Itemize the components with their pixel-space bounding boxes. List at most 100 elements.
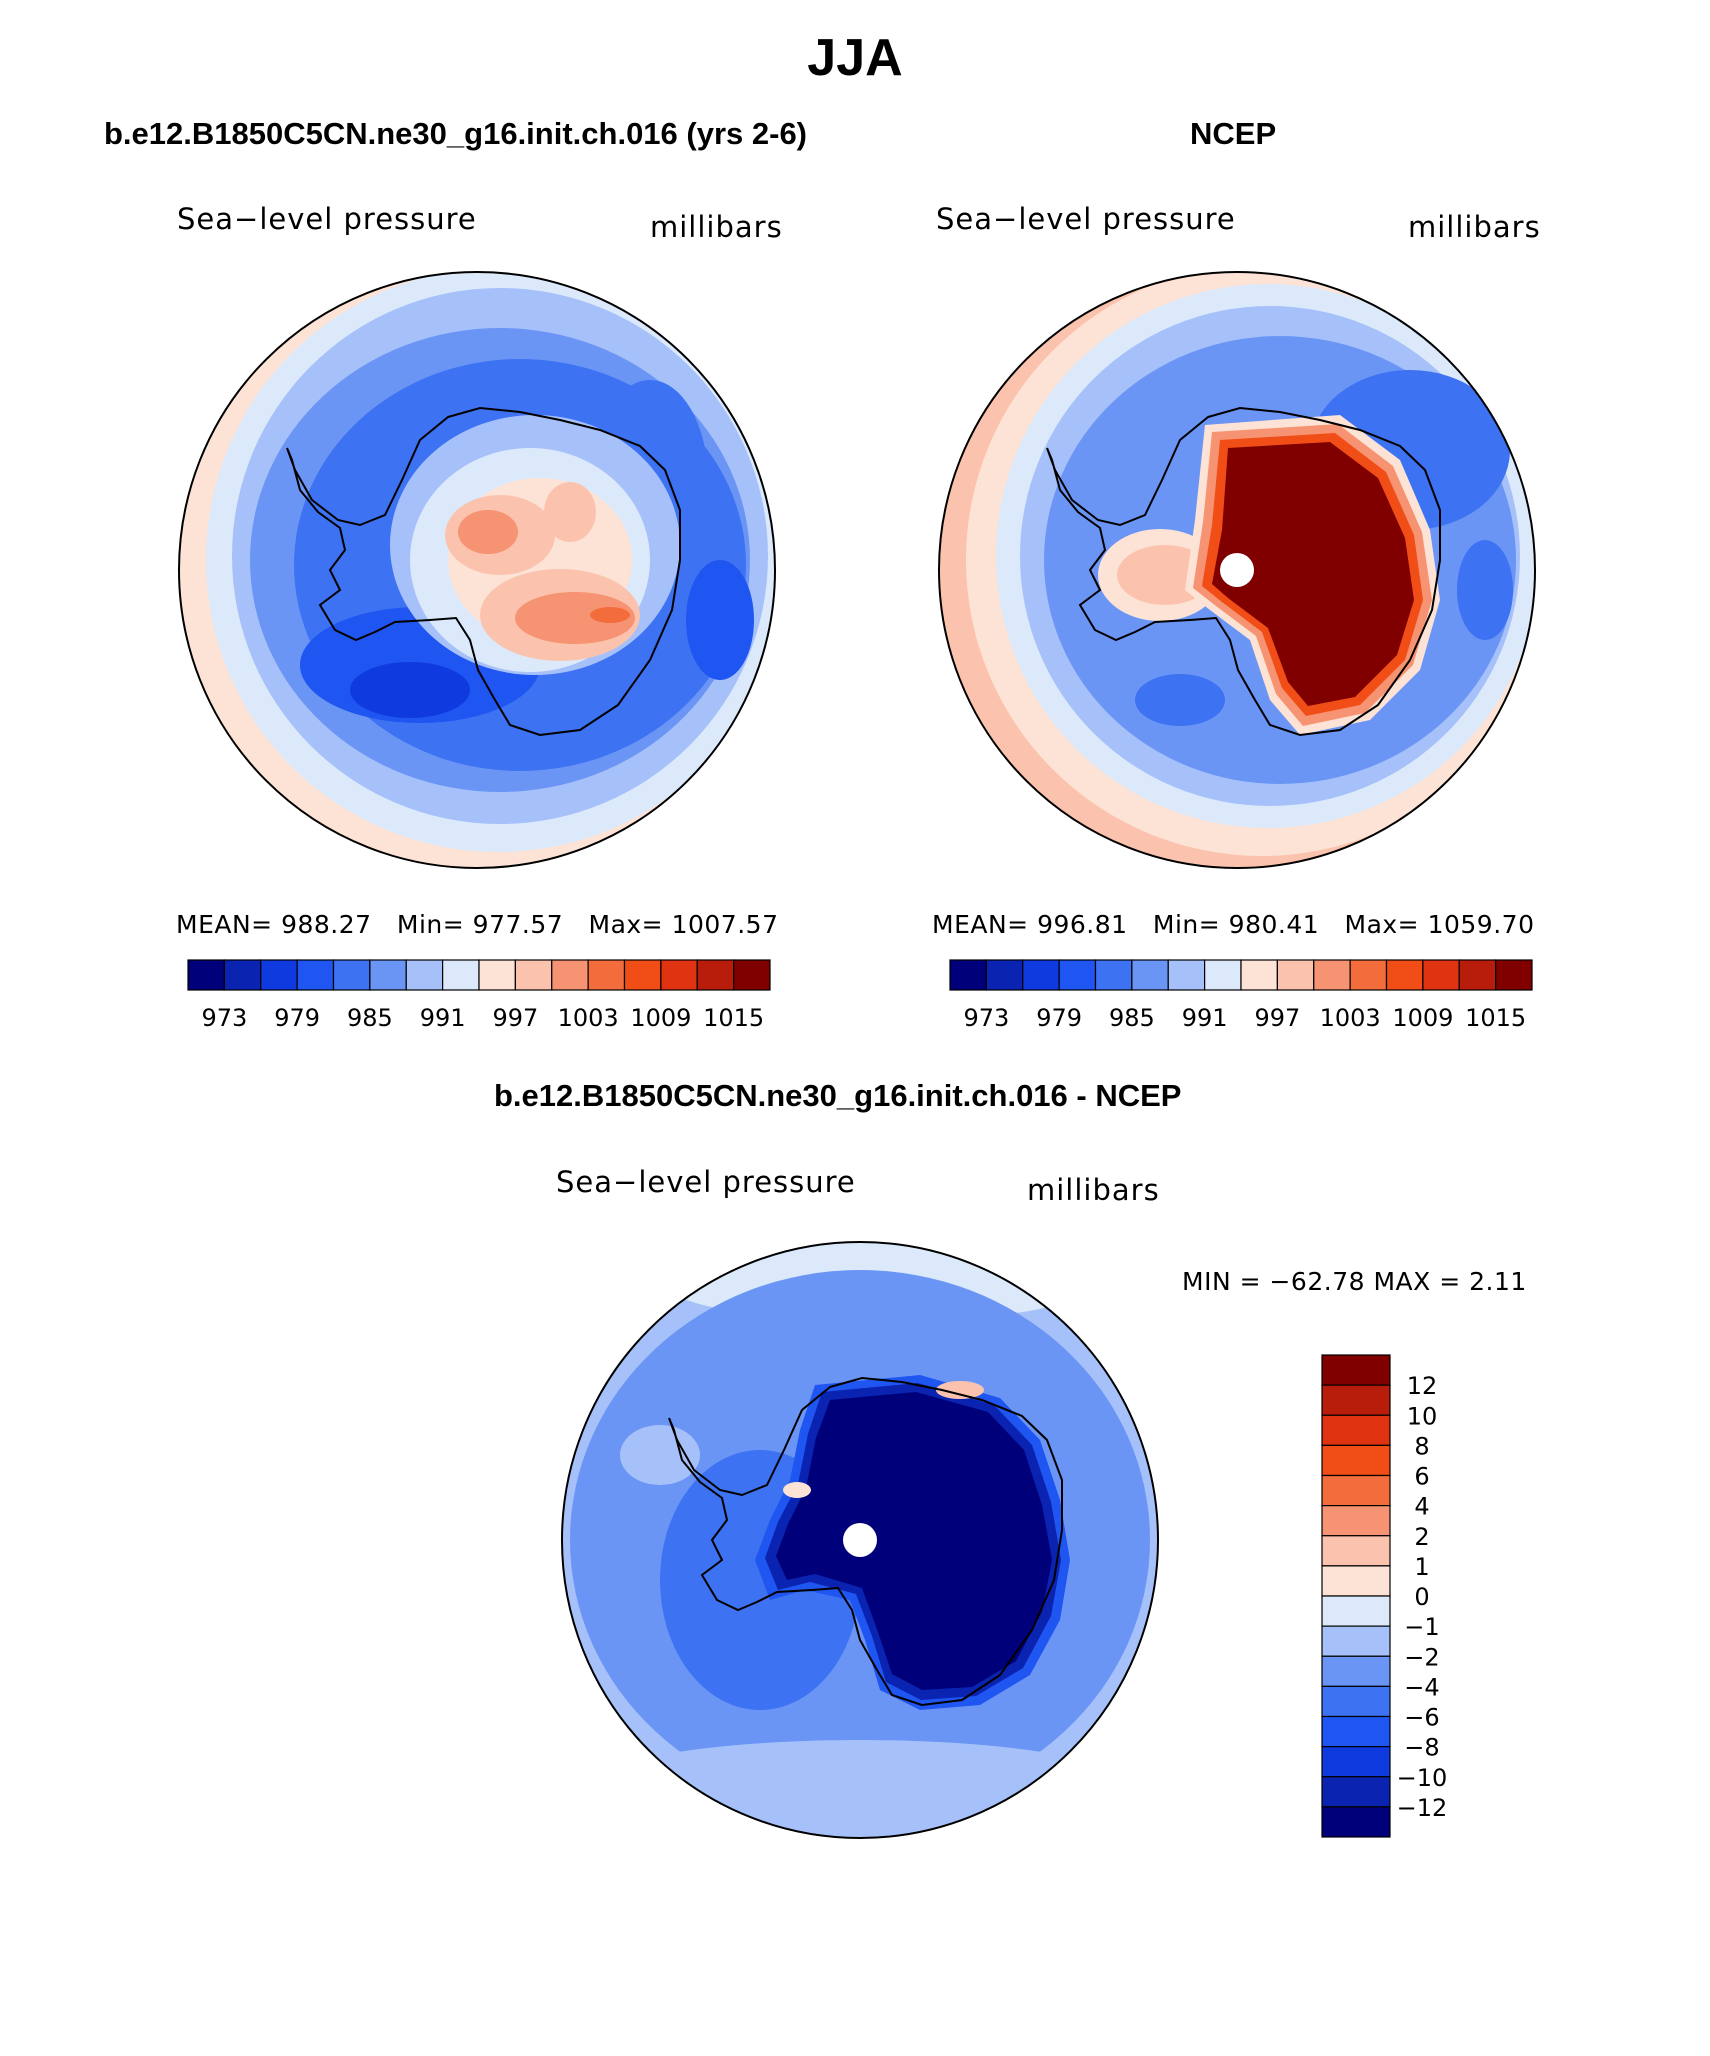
- left-colorbar-swatch: [623, 959, 662, 991]
- left-antarctica-coastline: [286, 406, 681, 737]
- right-mean-label: MEAN=: [932, 910, 1029, 939]
- diff-colorbar-tick-label: −4: [1404, 1673, 1439, 1701]
- diff-units-label: millibars: [1027, 1173, 1160, 1207]
- diff-colorbar-swatch: [1321, 1655, 1391, 1687]
- diff-colorbar-swatch: [1321, 1746, 1391, 1778]
- right-colorbar: 973 979 985 991 997 1003 1009 1015: [949, 959, 1533, 1032]
- left-max-value: 1007.57: [671, 910, 779, 939]
- right-colorbar-swatch: [1458, 959, 1497, 991]
- left-units-label: millibars: [650, 210, 783, 244]
- diff-colorbar-swatch: [1321, 1535, 1391, 1567]
- diff-colorbar-tick-label: 10: [1407, 1402, 1438, 1430]
- diff-colorbar-swatch: [1321, 1565, 1391, 1597]
- left-map-border: [178, 271, 776, 869]
- left-map-field: [179, 272, 775, 868]
- right-colorbar-swatch: [1276, 959, 1315, 991]
- diff-colorbar-tick-label: 6: [1414, 1463, 1429, 1491]
- right-colorbar-tick-label: 985: [1109, 1004, 1155, 1032]
- right-colorbar-tick-label: 1015: [1465, 1004, 1526, 1032]
- left-colorbar-swatch: [223, 959, 262, 991]
- right-units-label: millibars: [1408, 210, 1541, 244]
- left-colorbar-swatch: [478, 959, 516, 991]
- figure-title: JJA: [807, 29, 903, 87]
- diff-colorbar-tick-label: −1: [1404, 1613, 1439, 1641]
- right-stats: MEAN= 996.81 Min= 980.41 Max= 1059.70: [932, 910, 1534, 939]
- left-colorbar-swatch: [587, 959, 626, 991]
- left-colorbar-tick-label: 973: [201, 1004, 247, 1032]
- right-mean-value: 996.81: [1037, 910, 1128, 939]
- left-colorbar-swatch: [296, 959, 335, 991]
- right-max-value: 1059.70: [1427, 910, 1535, 939]
- diff-antarctica-coastline: [668, 1376, 1063, 1707]
- left-colorbar-swatch: [187, 959, 225, 991]
- left-mean-label: MEAN=: [176, 910, 273, 939]
- diff-colorbar-tick-label: −6: [1404, 1704, 1439, 1732]
- diff-colorbar-swatch: [1321, 1625, 1391, 1657]
- right-colorbar-swatch: [1240, 959, 1278, 991]
- left-colorbar-swatch: [696, 959, 735, 991]
- diff-panel-title: b.e12.B1850C5CN.ne30_g16.init.ch.016 - N…: [494, 1078, 1182, 1113]
- right-colorbar-swatch: [949, 959, 987, 991]
- diff-colorbar-tick-label: 0: [1414, 1583, 1429, 1611]
- left-colorbar-swatch: [369, 959, 407, 991]
- diff-pole-hole: [843, 1523, 877, 1557]
- diff-colorbar-swatch: [1321, 1505, 1391, 1537]
- diff-colorbar-tick-label: −8: [1404, 1734, 1439, 1762]
- left-colorbar-swatch: [733, 959, 771, 991]
- diff-colorbar-tick-label: −2: [1404, 1643, 1439, 1671]
- left-colorbar-swatch: [405, 959, 444, 991]
- right-colorbar-tick-label: 973: [963, 1004, 1009, 1032]
- right-colorbar-tick-label: 979: [1036, 1004, 1082, 1032]
- diff-colorbar-tick-label: 4: [1414, 1493, 1429, 1521]
- left-colorbar-tick-label: 1015: [703, 1004, 764, 1032]
- left-min-value: 977.57: [472, 910, 564, 939]
- diff-colorbar-swatch: [1321, 1595, 1391, 1627]
- diff-map-field: [562, 1242, 1158, 1838]
- right-colorbar-tick-label: 1009: [1392, 1004, 1453, 1032]
- left-colorbar-tick-label: 1009: [630, 1004, 691, 1032]
- left-min-label: Min=: [396, 910, 465, 939]
- right-pole-hole: [1220, 553, 1254, 587]
- right-colorbar-swatch: [1094, 959, 1133, 991]
- left-colorbar-swatch: [442, 959, 480, 991]
- right-colorbar-swatch: [1349, 959, 1388, 991]
- diff-colorbar-tick-label: −12: [1397, 1794, 1448, 1822]
- diff-colorbar-swatch: [1321, 1685, 1391, 1718]
- right-colorbar-swatch: [1495, 959, 1533, 991]
- right-min-label: Min=: [1152, 910, 1221, 939]
- diff-colorbar-swatch: [1321, 1384, 1391, 1416]
- left-stats: MEAN= 988.27 Min= 977.57 Max= 1007.57: [176, 910, 778, 939]
- left-colorbar-tick-label: 979: [274, 1004, 320, 1032]
- left-colorbar: 973 979 985 991 997 1003 1009 1015: [187, 959, 771, 1032]
- left-colorbar-swatch: [551, 959, 589, 991]
- diff-colorbar-swatch: [1321, 1444, 1391, 1477]
- diff-minmax-text: MIN = −62.78 MAX = 2.11: [1182, 1267, 1527, 1296]
- right-max-label: Max=: [1344, 910, 1420, 939]
- right-antarctica-coastline: [1046, 406, 1441, 737]
- diff-colorbar-swatch: [1321, 1715, 1391, 1748]
- diff-colorbar-tick-label: 1: [1414, 1553, 1429, 1581]
- diff-colorbar-swatch: [1321, 1474, 1391, 1507]
- diff-map-border: [561, 1241, 1159, 1839]
- left-panel-title: b.e12.B1850C5CN.ne30_g16.init.ch.016 (yr…: [104, 116, 808, 151]
- left-colorbar-tick-label: 997: [492, 1004, 538, 1032]
- right-colorbar-tick-label: 997: [1254, 1004, 1300, 1032]
- right-panel-title: NCEP: [1190, 116, 1277, 151]
- right-colorbar-swatch: [985, 959, 1024, 991]
- right-min-value: 980.41: [1228, 910, 1320, 939]
- right-colorbar-swatch: [1422, 959, 1460, 991]
- right-variable-label: Sea−level pressure: [936, 202, 1236, 236]
- left-colorbar-tick-label: 985: [347, 1004, 393, 1032]
- left-colorbar-swatch: [332, 959, 371, 991]
- diff-colorbar-tick-label: 8: [1414, 1432, 1429, 1460]
- diff-colorbar-swatch: [1321, 1806, 1391, 1838]
- left-variable-label: Sea−level pressure: [177, 202, 477, 236]
- left-max-label: Max=: [588, 910, 664, 939]
- diff-colorbar-tick-label: 2: [1414, 1523, 1429, 1551]
- right-colorbar-tick-label: 991: [1182, 1004, 1228, 1032]
